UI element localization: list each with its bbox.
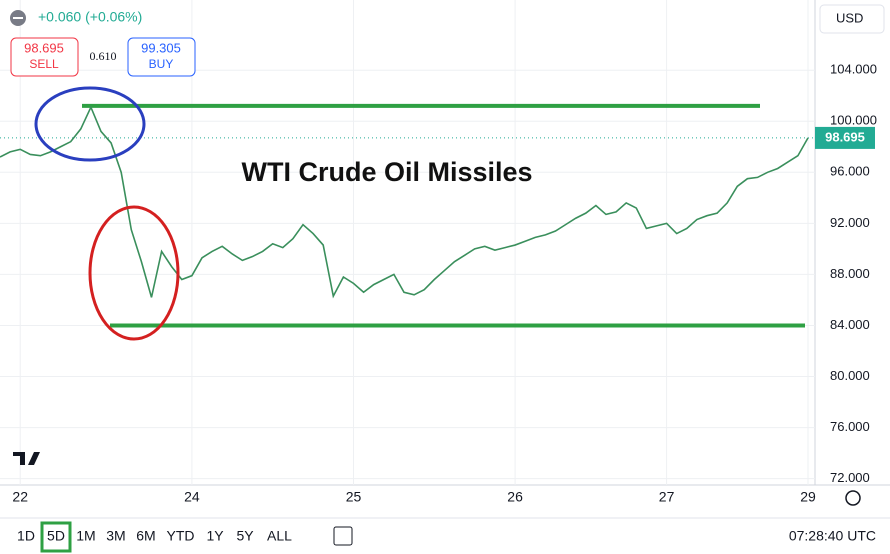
y-tick-label: 100.000 — [830, 113, 877, 128]
change: +0.060 (+0.06%) — [38, 9, 142, 25]
timeframe-button[interactable]: 5D — [47, 528, 65, 544]
date-range-icon[interactable] — [333, 526, 353, 546]
y-tick-label: 84.000 — [830, 317, 870, 332]
x-tick-label: 24 — [184, 489, 200, 505]
sell-label: SELL — [29, 57, 59, 71]
currency-button[interactable] — [819, 4, 885, 34]
y-tick-label: 80.000 — [830, 368, 870, 383]
timeframe-button[interactable]: YTD — [167, 528, 195, 544]
highlight-ellipse — [34, 86, 146, 162]
active-timeframe — [40, 521, 72, 553]
x-tick-label: 29 — [800, 489, 816, 505]
icon — [13, 17, 23, 19]
timeframe-button[interactable]: 1Y — [206, 528, 224, 544]
y-tick-label: 72.000 — [830, 470, 870, 485]
timeframe-button[interactable]: 1M — [76, 528, 95, 544]
buy-price: 99.305 — [141, 40, 181, 55]
timeframe-button[interactable]: 5Y — [236, 528, 254, 544]
x-tick-label: 22 — [12, 489, 28, 505]
price-line — [0, 105, 809, 299]
clock: 07:28:40 UTC — [789, 528, 876, 544]
highlight-ellipse — [88, 205, 180, 341]
y-tick-label: 92.000 — [830, 215, 870, 230]
y-tick-label: 96.000 — [830, 164, 870, 179]
spread: 0.610 — [90, 49, 117, 63]
settings-icon[interactable] — [845, 490, 861, 506]
timeframe-button[interactable]: ALL — [267, 528, 292, 544]
y-tick-label: 76.000 — [830, 419, 870, 434]
chart-title: WTI Crude Oil Missiles — [241, 157, 532, 187]
timeframe-button[interactable]: 6M — [136, 528, 155, 544]
sell-price: 98.695 — [24, 40, 64, 55]
x-tick-label: 26 — [507, 489, 523, 505]
logo — [13, 452, 40, 465]
x-tick-label: 25 — [346, 489, 362, 505]
y-tick-label: 104.000 — [830, 62, 877, 77]
buy-label: BUY — [149, 57, 174, 71]
timeframe-button[interactable]: 3M — [106, 528, 125, 544]
sell-button[interactable] — [10, 37, 79, 77]
last-price-label: 98.695 — [825, 129, 865, 144]
y-tick-label: 88.000 — [830, 266, 870, 281]
last-price-tag — [815, 126, 875, 149]
buy-button[interactable] — [127, 37, 196, 77]
x-tick-label: 27 — [659, 489, 675, 505]
timeframe-button[interactable]: 1D — [17, 528, 35, 544]
currency: USD — [836, 10, 863, 25]
